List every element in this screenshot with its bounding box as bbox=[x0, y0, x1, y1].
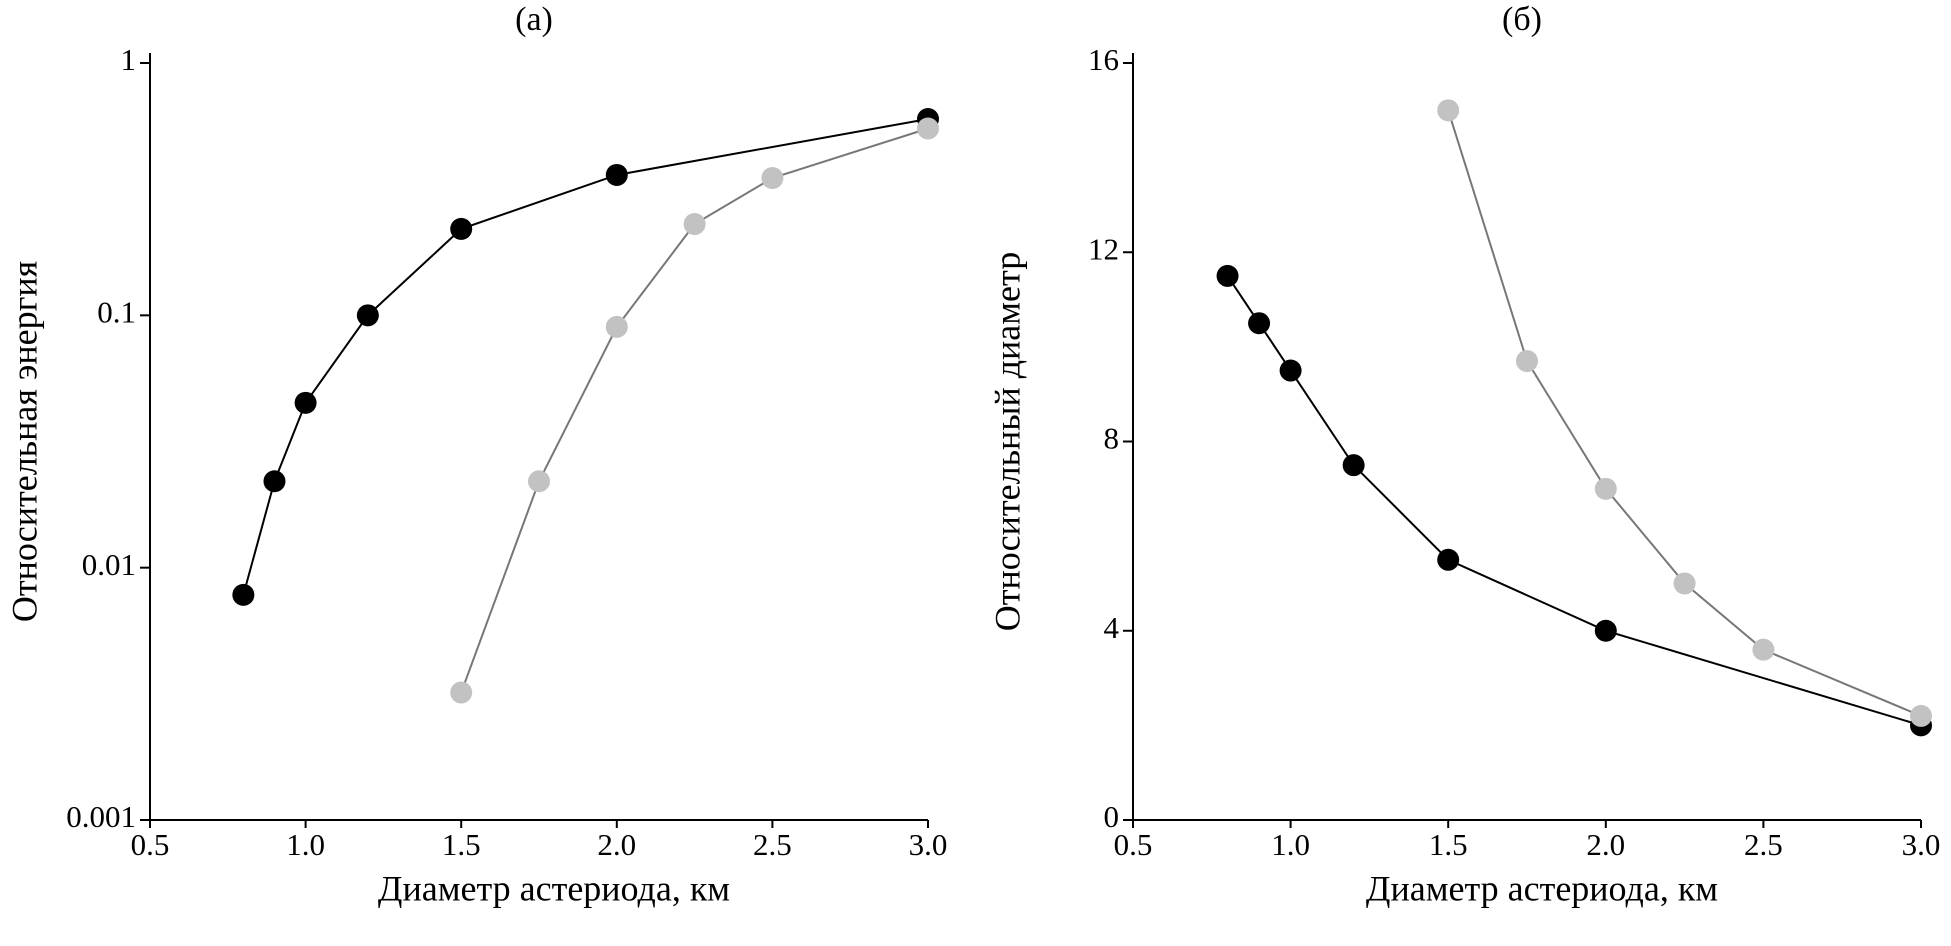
data-point bbox=[263, 470, 286, 493]
series-line bbox=[242, 117, 929, 596]
y-tick-label: 1 bbox=[121, 42, 137, 77]
panel: (б) 0 4 8 12 16 0.5 1.0 1.5 2.0 2.5 3.0 Диаметр асте… bbox=[987, 1, 1940, 908]
x-tick-label: 3.0 bbox=[1902, 827, 1941, 862]
data-point bbox=[1673, 572, 1696, 595]
y-tick-label: 12 bbox=[1088, 231, 1119, 266]
data-point bbox=[1594, 619, 1617, 642]
data-point bbox=[1594, 477, 1617, 500]
data-point bbox=[917, 117, 939, 140]
data-point bbox=[1216, 264, 1239, 287]
data-point bbox=[356, 304, 379, 327]
x-axis-label: Диаметр астериода, км bbox=[378, 868, 730, 908]
y-tick-label: 8 bbox=[1104, 421, 1120, 456]
x-tick-label: 1.0 bbox=[1271, 827, 1310, 862]
data-point bbox=[450, 217, 473, 240]
panel: (а) 0.001 0.01 0.1 1 0.5 1.0 1.5 2.0 2.5 3.0 Диамет… bbox=[4, 1, 947, 908]
x-tick-label: 2.0 bbox=[597, 827, 636, 862]
data-point bbox=[1437, 548, 1460, 571]
panel-title: (б) bbox=[1502, 1, 1542, 38]
y-tick-label: 0.01 bbox=[82, 547, 136, 582]
series-line bbox=[1447, 110, 1922, 717]
data-point bbox=[605, 315, 628, 338]
x-axis-label: Диаметр астериода, км bbox=[1366, 868, 1718, 908]
data-point bbox=[761, 167, 784, 190]
data-point bbox=[1752, 638, 1775, 661]
y-tick-label: 0 bbox=[1104, 799, 1120, 834]
x-tick-label: 1.0 bbox=[286, 827, 325, 862]
data-point bbox=[1516, 350, 1538, 373]
y-axis-label: Относительный диаметр bbox=[987, 252, 1027, 631]
x-tick-label: 1.5 bbox=[442, 827, 481, 862]
x-tick-label: 2.5 bbox=[753, 827, 792, 862]
y-tick-label: 0.1 bbox=[97, 294, 136, 329]
y-axis-label: Относительная энергия bbox=[4, 261, 44, 622]
x-tick-label: 2.5 bbox=[1744, 827, 1783, 862]
y-tick-label: 0.001 bbox=[66, 799, 136, 834]
data-point bbox=[450, 681, 473, 704]
data-point bbox=[605, 163, 628, 186]
x-tick-label: 2.0 bbox=[1586, 827, 1625, 862]
y-tick-label: 4 bbox=[1104, 610, 1120, 645]
x-tick-label: 1.5 bbox=[1429, 827, 1468, 862]
x-tick-label: 0.5 bbox=[1114, 827, 1153, 862]
series-line bbox=[460, 127, 929, 693]
data-point bbox=[1910, 704, 1932, 727]
data-point bbox=[232, 583, 255, 606]
x-tick-label: 0.5 bbox=[131, 827, 170, 862]
y-tick-label: 16 bbox=[1088, 42, 1119, 77]
panel-title: (а) bbox=[515, 1, 553, 38]
data-point bbox=[294, 391, 317, 414]
data-point bbox=[1342, 454, 1365, 477]
series-line bbox=[1226, 275, 1922, 727]
data-point bbox=[1248, 312, 1271, 335]
x-tick-label: 3.0 bbox=[909, 827, 948, 862]
data-point bbox=[683, 213, 706, 236]
data-point bbox=[528, 470, 550, 493]
data-point bbox=[1279, 359, 1302, 382]
data-point bbox=[1437, 99, 1460, 122]
